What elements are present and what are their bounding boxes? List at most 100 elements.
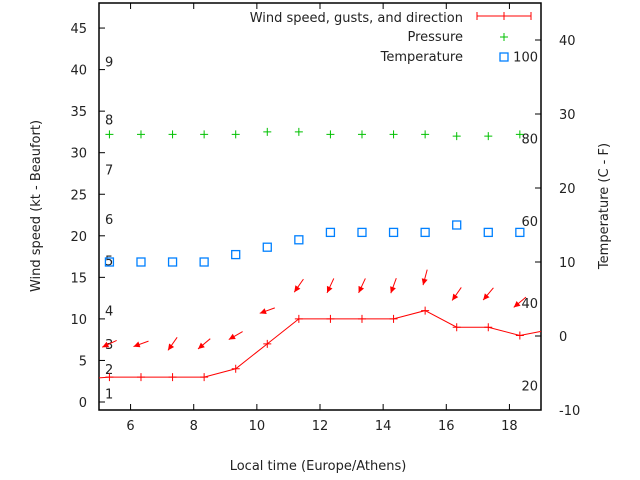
fahrenheit-label: 60 (521, 215, 538, 230)
pressure-point (200, 130, 209, 139)
wind-speed-line (98, 310, 542, 379)
pressure-point (515, 130, 524, 139)
temperature-point (515, 227, 525, 238)
wind-arrow-head (421, 278, 428, 286)
pressure-point (231, 130, 240, 139)
temperature-point (452, 220, 462, 230)
temperature-point (357, 227, 367, 238)
pressure-point (389, 130, 398, 139)
y-tick-label: 25 (70, 188, 87, 203)
wind-point (168, 373, 177, 382)
wind-arrow-head (358, 285, 365, 293)
wind-arrow-head (198, 342, 205, 349)
pressure-point (168, 130, 177, 139)
temperature-point (262, 242, 272, 252)
wind-arrow-head (102, 341, 110, 348)
temperature-point (199, 257, 209, 267)
wind-point (389, 314, 398, 323)
wind-arrow-head (483, 293, 490, 301)
y-tick-label: 20 (70, 230, 87, 245)
temperature-point (167, 257, 178, 267)
wind-point (231, 364, 240, 373)
wind-arrow-head (390, 286, 396, 294)
wind-point (326, 314, 335, 323)
beaufort-label: 8 (105, 113, 113, 128)
wind-point (421, 306, 430, 315)
plot-frame (98, 2, 542, 411)
y-tick-label: 5 (79, 354, 87, 369)
wind-point (357, 314, 366, 323)
x-tick-label: 10 (249, 419, 266, 434)
wind-arrow-head (259, 308, 267, 315)
y2-axis-label: Temperature (C - F) (597, 143, 612, 270)
y-axis-label: Wind speed (kt - Beaufort) (29, 120, 44, 292)
y-tick-label: 30 (70, 147, 87, 162)
legend-wind-label: Wind speed, gusts, and direction (250, 11, 463, 26)
beaufort-label: 4 (105, 305, 113, 320)
y-tick-label: 35 (70, 105, 87, 120)
wind-point (515, 331, 524, 340)
temperature-point (325, 227, 336, 238)
x-tick-label: 8 (190, 419, 198, 434)
pressure-point (105, 130, 114, 139)
beaufort-label: 9 (105, 55, 113, 70)
legend-wind-swatch (476, 12, 532, 20)
wind-point (263, 339, 272, 348)
y-tick-label: 0 (79, 396, 87, 411)
pressure-point (357, 130, 366, 139)
beaufort-label: 5 (105, 255, 113, 270)
legend-temperature-label: Temperature (380, 50, 463, 65)
pressure-point (136, 130, 145, 139)
pressure-point (326, 130, 335, 139)
beaufort-label: 7 (105, 163, 113, 178)
wind-arrow-head (228, 333, 236, 340)
beaufort-label: 1 (105, 388, 113, 403)
x-axis-label: Local time (Europe/Athens) (230, 459, 407, 474)
temperature-point (483, 227, 493, 238)
fahrenheit-label: 100 (513, 50, 538, 65)
wind-arrow-head (294, 285, 301, 293)
wind-point (294, 314, 303, 323)
legend-temperature-swatch (499, 52, 509, 62)
fahrenheit-label: 80 (521, 133, 538, 148)
beaufort-label: 3 (105, 338, 113, 353)
x-tick-label: 18 (501, 419, 518, 434)
y-tick-label: 10 (70, 313, 87, 328)
x-tick-label: 6 (126, 419, 134, 434)
y2-tick-label: 30 (559, 108, 576, 123)
pressure-point (484, 132, 493, 141)
wind-arrow-head (513, 301, 521, 308)
y-tick-label: 45 (70, 22, 87, 37)
pressure-point (294, 127, 303, 136)
legend-pressure-label: Pressure (407, 30, 463, 45)
y2-tick-label: 0 (559, 330, 567, 345)
wind-arrow-head (326, 285, 333, 293)
wind-arrow-head (167, 343, 175, 351)
y-tick-label: 15 (70, 271, 87, 286)
legend-pressure-swatch (500, 33, 508, 41)
pressure-point (263, 127, 272, 136)
temperature-point (104, 257, 115, 267)
x-tick-label: 12 (312, 419, 329, 434)
beaufort-label: 6 (105, 213, 113, 228)
x-tick-label: 16 (438, 419, 455, 434)
wind-point (105, 373, 114, 382)
pressure-point (452, 132, 461, 141)
wind-point (452, 323, 461, 332)
y2-tick-label: -10 (559, 404, 580, 419)
temperature-point (294, 235, 304, 245)
temperature-point (136, 257, 146, 267)
temperature-point (420, 227, 430, 238)
y-tick-label: 40 (70, 64, 87, 79)
fahrenheit-label: 40 (521, 297, 538, 312)
wind-point (200, 373, 209, 382)
y2-tick-label: 40 (559, 34, 576, 49)
wind-arrow-head (133, 341, 141, 348)
wind-arrow-head (452, 293, 459, 301)
wind-point (484, 323, 493, 332)
y2-tick-label: 20 (559, 182, 576, 197)
pressure-point (421, 130, 430, 139)
temperature-point (388, 227, 399, 238)
